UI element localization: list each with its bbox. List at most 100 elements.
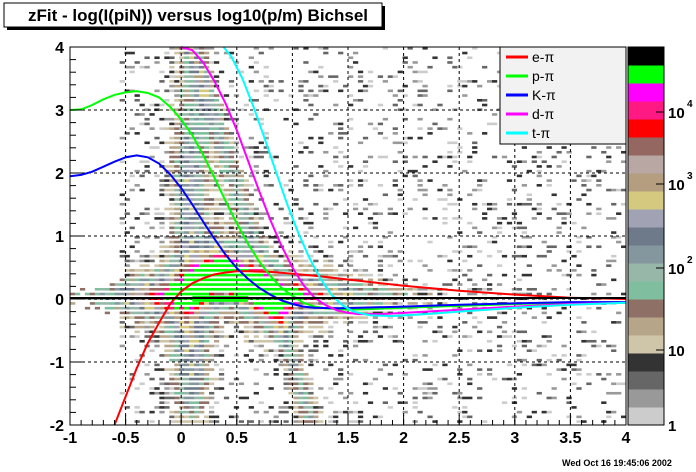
heatmap-cell [318, 75, 324, 78]
heatmap-cell [213, 217, 220, 220]
heatmap-cell [323, 84, 329, 88]
heatmap-cell [109, 283, 115, 286]
heatmap-cell [352, 283, 359, 286]
heatmap-cell [159, 160, 165, 163]
heatmap-cell [134, 325, 140, 329]
heatmap-cell [536, 363, 542, 367]
heatmap-cell [273, 330, 279, 334]
heatmap-cell [561, 273, 567, 277]
heatmap-cell [174, 98, 180, 102]
heatmap-cell [248, 273, 254, 277]
heatmap-cell [531, 217, 537, 220]
heatmap-cell [238, 330, 245, 334]
heatmap-cell [159, 325, 165, 329]
heatmap-cell [263, 335, 269, 338]
heatmap-cell [362, 179, 369, 182]
heatmap-cell [263, 373, 269, 376]
heatmap-cell [278, 278, 284, 282]
heatmap-cell [129, 226, 135, 230]
heatmap-cell [174, 325, 180, 329]
heatmap-cell [422, 70, 428, 74]
heatmap-cell [308, 321, 314, 324]
heatmap-cell [362, 292, 369, 296]
heatmap-cell [422, 311, 428, 315]
heatmap-cell [179, 269, 185, 272]
heatmap-cell [253, 311, 259, 315]
heatmap-cell [243, 202, 250, 206]
heatmap-cell [263, 259, 269, 263]
palette-swatch [628, 389, 664, 408]
heatmap-cell [194, 226, 200, 230]
heatmap-cell [303, 387, 309, 390]
heatmap-cell [561, 368, 567, 371]
heatmap-cell [412, 302, 418, 305]
heatmap-cell [422, 94, 428, 97]
heatmap-cell [213, 146, 220, 149]
heatmap-cell [293, 377, 299, 381]
heatmap-cell [199, 420, 205, 423]
legend-items: e-πp-πK-πd-πt-π [506, 49, 556, 141]
heatmap-cell [566, 363, 572, 367]
heatmap-cell [338, 264, 344, 267]
heatmap-cell [343, 321, 349, 324]
heatmap-cell [174, 226, 180, 230]
x-tick-label: 2 [399, 430, 408, 447]
heatmap-cell [402, 160, 408, 163]
heatmap-cell [283, 117, 289, 121]
heatmap-cell [362, 89, 369, 93]
heatmap-cell [139, 103, 145, 107]
heatmap-cell [204, 240, 210, 244]
heatmap-cell [298, 259, 304, 263]
heatmap-cell [283, 339, 289, 343]
heatmap-cell [288, 273, 294, 277]
heatmap-cell [248, 236, 254, 239]
heatmap-cell [218, 316, 225, 319]
heatmap-cell [129, 65, 135, 69]
heatmap-cell [184, 212, 190, 215]
heatmap-cell [283, 316, 289, 319]
heatmap-cell [457, 150, 463, 154]
heatmap-cell [268, 80, 274, 83]
heatmap-cell [338, 122, 344, 126]
heatmap-cell [209, 136, 215, 140]
heatmap-cell [238, 221, 245, 225]
heatmap-cell [258, 401, 264, 404]
heatmap-cell [521, 236, 528, 239]
heatmap-cell [194, 193, 200, 197]
heatmap-cell [412, 358, 418, 362]
heatmap-cell [238, 254, 245, 258]
heatmap-cell [144, 316, 150, 319]
heatmap-cell [541, 410, 547, 414]
heatmap-cell [199, 306, 205, 310]
heatmap-cell [164, 382, 170, 386]
heatmap-cell [134, 98, 140, 102]
heatmap-cell [204, 113, 210, 116]
heatmap-cell [323, 51, 329, 55]
heatmap-cell [179, 207, 185, 211]
heatmap-cell [149, 273, 155, 277]
heatmap-cell [551, 245, 557, 249]
heatmap-cell [521, 184, 528, 187]
heatmap-cell [213, 207, 220, 211]
heatmap-cell [521, 273, 528, 277]
heatmap-cell [199, 358, 205, 362]
heatmap-cell [144, 169, 150, 173]
heatmap-cell [303, 401, 309, 404]
heatmap-cell [308, 103, 314, 107]
heatmap-cell [452, 202, 458, 206]
heatmap-cell [174, 89, 180, 93]
heatmap-cell [169, 65, 175, 69]
heatmap-cell [189, 354, 195, 357]
heatmap-cell [243, 316, 250, 319]
heatmap-cell [164, 391, 170, 395]
heatmap-cell [228, 278, 235, 282]
heatmap-cell [204, 47, 210, 50]
heatmap-cell [268, 420, 274, 423]
heatmap-cell [139, 65, 145, 69]
heatmap-cell [179, 202, 185, 206]
y-tick-label: 2 [55, 166, 64, 183]
heatmap-cell [164, 354, 170, 357]
heatmap-cell [233, 122, 240, 126]
heatmap-cell [258, 273, 264, 277]
heatmap-cell [149, 349, 155, 352]
